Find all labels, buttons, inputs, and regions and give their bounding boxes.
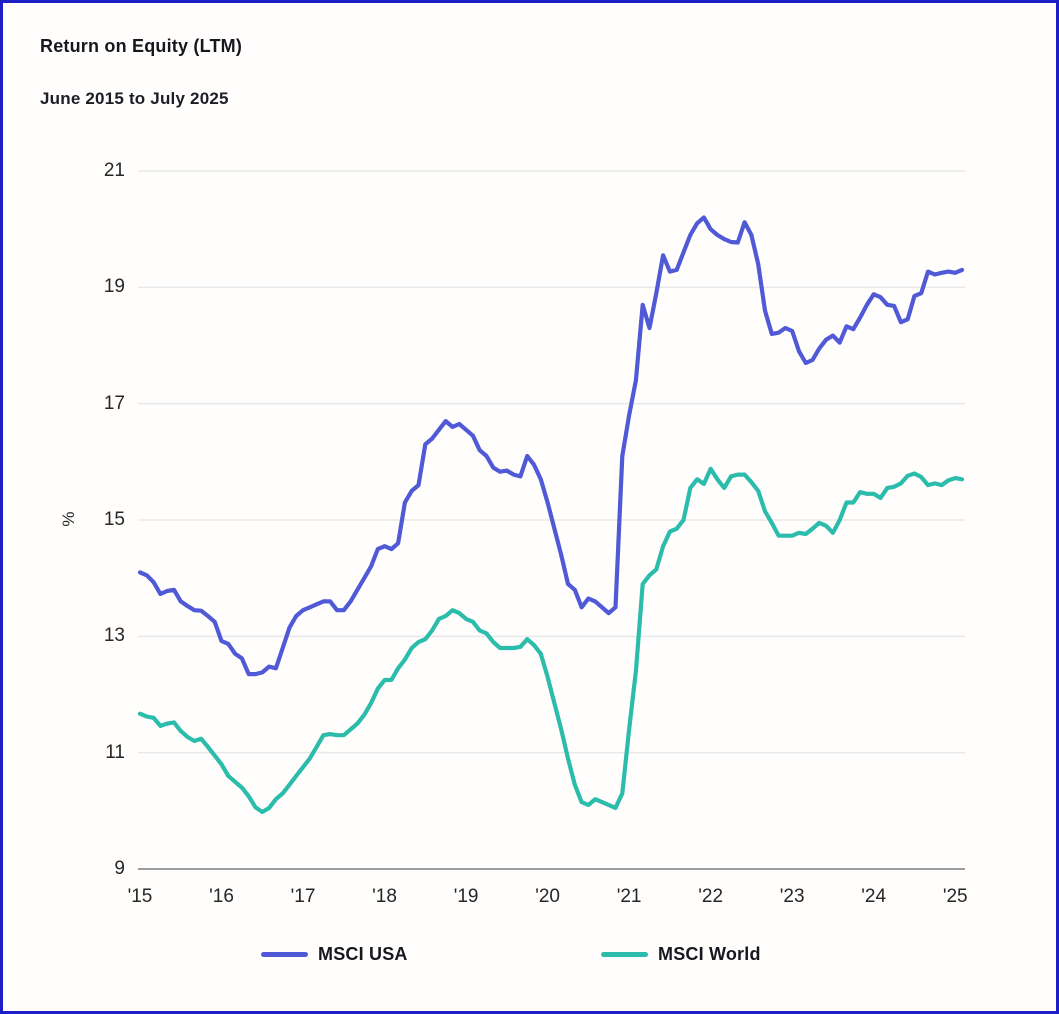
msci-usa-legend-label: MSCI USA xyxy=(318,944,408,964)
y-tick-21: 21 xyxy=(103,160,125,181)
legend-item-msci-usa: MSCI USA xyxy=(261,944,408,965)
x-tick-24: '24 xyxy=(861,886,887,907)
x-tick-15: '15 xyxy=(127,886,153,907)
msci-world-legend-label: MSCI World xyxy=(658,944,761,964)
y-tick-17: 17 xyxy=(103,392,125,414)
msci-world-line xyxy=(137,466,965,815)
chart-subtitle: June 2015 to July 2025 xyxy=(40,89,229,108)
msci-usa-line xyxy=(137,215,965,677)
x-tick-22: '22 xyxy=(698,886,724,907)
msci-world-legend-swatch xyxy=(601,952,648,957)
x-tick-23: '23 xyxy=(779,886,805,907)
x-tick-19: '19 xyxy=(453,886,479,907)
y-tick-11: 11 xyxy=(105,741,125,763)
chart-title: Return on Equity (LTM) xyxy=(40,36,243,56)
y-tick-15: 15 xyxy=(103,509,125,530)
y-tick-9: 9 xyxy=(114,858,125,879)
y-tick-19: 19 xyxy=(103,276,125,298)
x-tick-18: '18 xyxy=(372,886,397,907)
x-tick-20: '20 xyxy=(535,886,560,907)
x-tick-17: '17 xyxy=(290,886,316,907)
x-tick-21: '21 xyxy=(616,886,642,907)
line-chart xyxy=(137,170,965,870)
x-tick-16: '16 xyxy=(209,886,234,907)
legend-item-msci-world: MSCI World xyxy=(601,944,761,965)
x-tick-25: '25 xyxy=(942,886,968,907)
y-tick-13: 13 xyxy=(103,625,125,647)
msci-usa-legend-swatch xyxy=(261,952,308,957)
